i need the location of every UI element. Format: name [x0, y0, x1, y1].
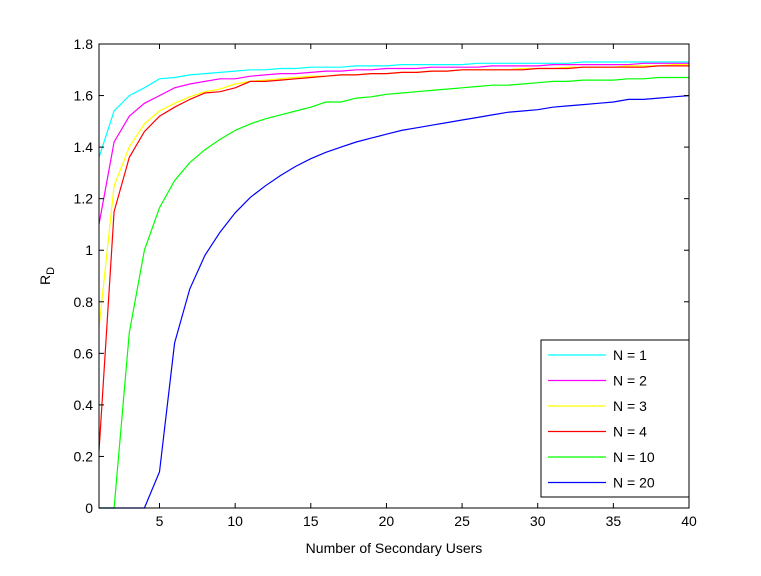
x-axis-label: Number of Secondary Users: [306, 540, 483, 556]
x-tick-label: 35: [606, 513, 622, 529]
ticks-layer: 5 10 15 20 25 30 35 40 0 0.2 0.4 0.6 0.8 1 1.2 1.4 1.6 1.…: [74, 36, 697, 529]
series-line-n1: [98, 61, 689, 158]
y-tick-label: 0.4: [74, 397, 94, 413]
legend-label: N = 4: [613, 424, 647, 440]
x-tick-label: 20: [379, 513, 395, 529]
series-layer: [98, 61, 690, 509]
x-tick-label: 30: [530, 513, 546, 529]
svg-text:RD: RD: [37, 267, 57, 285]
legend-label: N = 10: [613, 449, 655, 465]
y-axis-label-main: R: [37, 275, 53, 285]
x-tick-label: 15: [303, 513, 319, 529]
y-tick-label: 1: [85, 242, 93, 258]
y-tick-label: 0: [85, 500, 93, 516]
legend-box: [540, 339, 690, 498]
axes-box: [98, 43, 690, 509]
x-tick-label: 10: [227, 513, 243, 529]
x-tick-label: 40: [681, 513, 697, 529]
y-axis-label-subscript: D: [45, 267, 57, 275]
y-tick-label: 0.8: [74, 294, 94, 310]
series-line-n2: [98, 62, 689, 225]
x-tick-label: 25: [454, 513, 470, 529]
y-axis-label: RD: [37, 267, 57, 285]
y-tick-label: 1.2: [74, 191, 94, 207]
y-tick-label: 1.4: [74, 139, 94, 155]
legend-label: N = 2: [613, 373, 647, 389]
legend-label: N = 20: [613, 475, 655, 491]
y-tick-label: 0.6: [74, 345, 94, 361]
x-tick-label: 5: [156, 513, 164, 529]
y-tick-label: 1.8: [74, 36, 94, 52]
legend: N = 1 N = 2 N = 3 N = 4 N = 10 N = 20: [540, 339, 690, 498]
series-line-n10: [99, 76, 689, 509]
legend-label: N = 1: [613, 347, 647, 363]
series-line-n20: [99, 95, 690, 509]
series-line-n4: [98, 65, 689, 452]
legend-label: N = 3: [613, 398, 647, 414]
y-tick-label: 1.6: [74, 88, 94, 104]
y-tick-label: 0.2: [74, 448, 94, 464]
